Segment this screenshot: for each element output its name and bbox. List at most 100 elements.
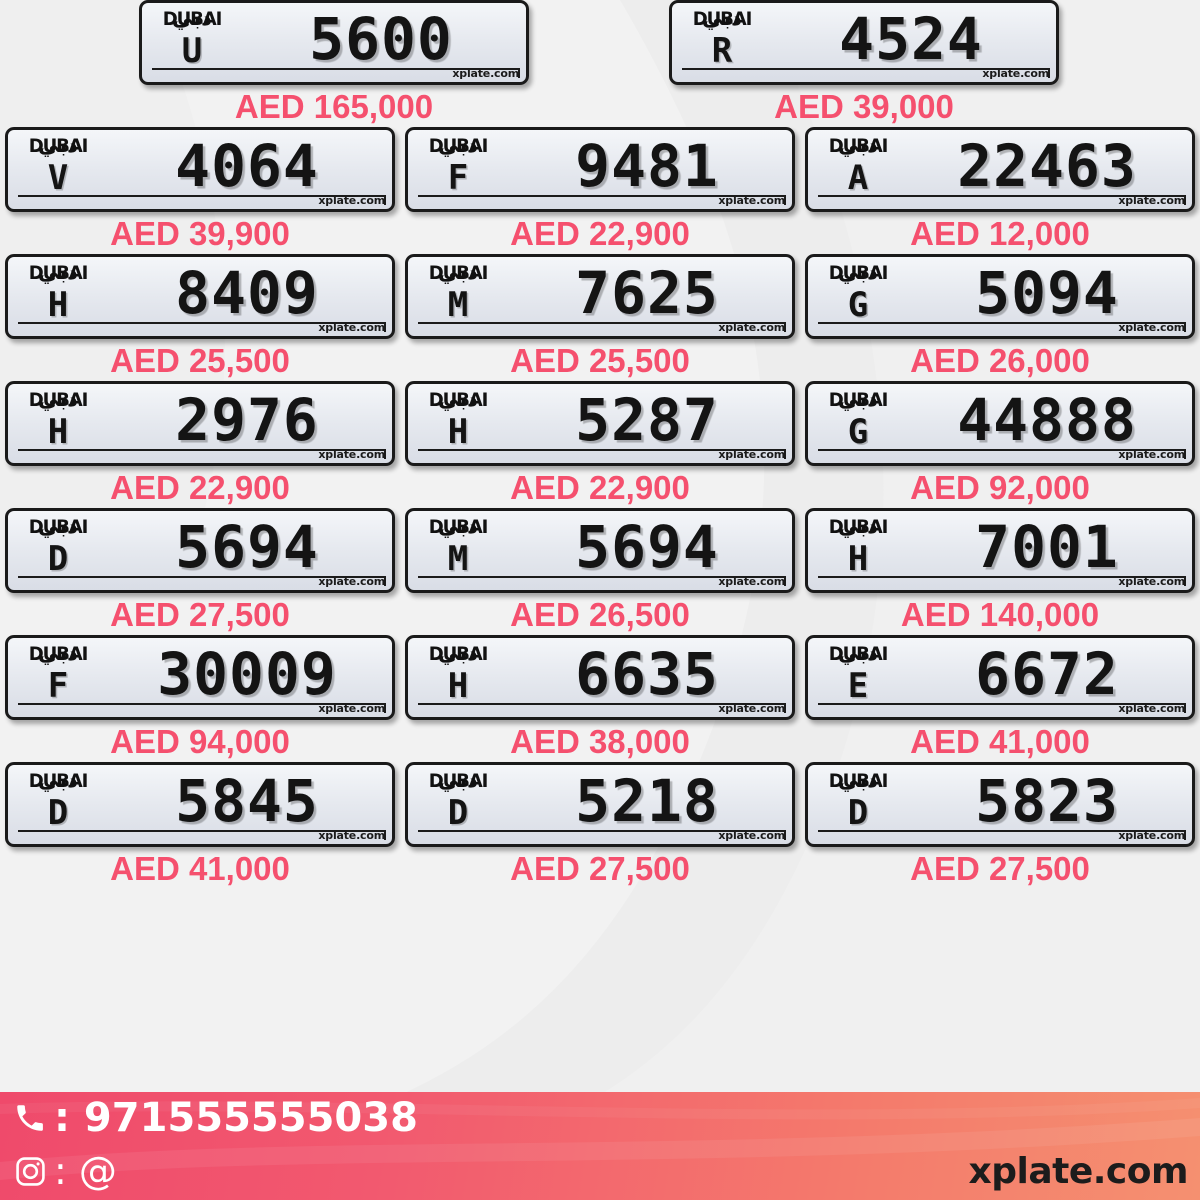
contact-footer: : 971555555038 : @ xplate.com [0,1092,1200,1200]
plate-cell[interactable]: DUBAI دبي H 7001 xplate.com AED 140,000 [800,508,1200,635]
licence-plate[interactable]: DUBAI دبي H 8409 xplate.com [5,254,395,339]
dubai-emblem-icon: DUBAI دبي [821,387,895,412]
instagram-icon [10,1149,50,1193]
plate-price: AED 22,900 [510,215,690,252]
plate-cell[interactable]: DUBAI دبي D 5694 xplate.com AED 27,500 [0,508,400,635]
licence-plate[interactable]: DUBAI دبي A 22463 xplate.com [805,127,1195,212]
plate-code: G [847,412,869,452]
licence-plate[interactable]: DUBAI دبي U 5600 xplate.com [139,0,529,85]
licence-plate[interactable]: DUBAI دبي D 5218 xplate.com [405,762,795,847]
dubai-emblem-icon: DUBAI دبي [421,768,495,793]
plate-watermark: xplate.com [318,575,385,588]
emblem-arabic-text: دبي [838,260,878,284]
plate-code: F [47,666,69,706]
plate-left-block: DUBAI دبي D [808,765,908,844]
instagram-contact[interactable]: : @ [10,1148,117,1194]
plate-cell[interactable]: DUBAI دبي G 44888 xplate.com AED 92,000 [800,381,1200,508]
plate-cell[interactable]: DUBAI دبي F 9481 xplate.com AED 22,900 [400,127,800,254]
licence-plate[interactable]: DUBAI دبي V 4064 xplate.com [5,127,395,212]
plate-cell[interactable]: DUBAI دبي D 5218 xplate.com AED 27,500 [400,762,800,889]
plate-cell[interactable]: DUBAI دبي H 2976 xplate.com AED 22,900 [0,381,400,508]
plate-cell[interactable]: DUBAI دبي F 30009 xplate.com AED 94,000 [0,635,400,762]
licence-plate[interactable]: DUBAI دبي D 5694 xplate.com [5,508,395,593]
dubai-emblem-icon: DUBAI دبي [21,514,95,539]
plate-left-block: DUBAI دبي G [808,384,908,463]
emblem-arabic-text: دبي [838,387,878,411]
plate-price: AED 25,500 [110,342,290,379]
licence-plate[interactable]: DUBAI دبي D 5845 xplate.com [5,762,395,847]
plate-price: AED 92,000 [910,469,1090,506]
plate-code: R [711,31,733,71]
licence-plate[interactable]: DUBAI دبي F 9481 xplate.com [405,127,795,212]
dubai-emblem-icon: DUBAI دبي [821,134,895,158]
licence-plate[interactable]: DUBAI دبي F 30009 xplate.com [5,635,395,720]
emblem-arabic-text: دبي [38,514,78,538]
plate-code: H [847,539,869,579]
licence-plate[interactable]: DUBAI دبي H 2976 xplate.com [5,381,395,466]
dubai-emblem-icon: DUBAI دبي [421,641,495,666]
plate-code: F [447,158,469,198]
dubai-emblem-icon: DUBAI دبي [421,387,495,412]
plate-cell[interactable]: DUBAI دبي H 8409 xplate.com AED 25,500 [0,254,400,381]
licence-plate[interactable]: DUBAI دبي G 44888 xplate.com [805,381,1195,466]
plate-price: AED 12,000 [910,215,1090,252]
plate-cell[interactable]: DUBAI دبي D 5845 xplate.com AED 41,000 [0,762,400,889]
plate-row: DUBAI دبي V 4064 xplate.com AED 39,900 D… [0,127,1200,254]
licence-plate[interactable]: DUBAI دبي H 5287 xplate.com [405,381,795,466]
plate-cell[interactable]: DUBAI دبي D 5823 xplate.com AED 27,500 [800,762,1200,889]
plate-watermark: xplate.com [318,321,385,334]
plate-watermark: xplate.com [1118,702,1185,715]
plate-cell[interactable]: DUBAI دبي E 6672 xplate.com AED 41,000 [800,635,1200,762]
plate-row: DUBAI دبي D 5845 xplate.com AED 41,000 D… [0,762,1200,889]
dubai-emblem-icon: DUBAI دبي [21,387,95,412]
emblem-arabic-text: دبي [438,387,478,411]
plate-code: U [181,31,203,71]
licence-plate[interactable]: DUBAI دبي H 7001 xplate.com [805,508,1195,593]
emblem-arabic-text: دبي [172,6,212,30]
plate-watermark: xplate.com [1118,194,1185,207]
licence-plate[interactable]: DUBAI دبي D 5823 xplate.com [805,762,1195,847]
emblem-arabic-text: دبي [438,641,478,665]
plate-cell[interactable]: DUBAI دبي M 7625 xplate.com AED 25,500 [400,254,800,381]
emblem-arabic-text: دبي [438,768,478,792]
plate-price: AED 22,900 [510,469,690,506]
plate-code: E [847,666,869,706]
plate-row: DUBAI دبي H 8409 xplate.com AED 25,500 D… [0,254,1200,381]
emblem-arabic-text: دبي [702,6,742,30]
plate-code: H [47,285,69,325]
plate-watermark: xplate.com [1118,575,1185,588]
emblem-arabic-text: دبي [838,768,878,792]
plate-cell[interactable]: DUBAI دبي V 4064 xplate.com AED 39,900 [0,127,400,254]
plate-price: AED 27,500 [110,596,290,633]
emblem-arabic-text: دبي [38,387,78,411]
phone-contact[interactable]: : 971555555038 [10,1095,418,1141]
licence-plate[interactable]: DUBAI دبي G 5094 xplate.com [805,254,1195,339]
licence-plate[interactable]: DUBAI دبي M 7625 xplate.com [405,254,795,339]
plate-cell[interactable]: DUBAI دبي M 5694 xplate.com AED 26,500 [400,508,800,635]
plate-cell[interactable]: DUBAI دبي H 6635 xplate.com AED 38,000 [400,635,800,762]
brand-logo[interactable]: xplate.com [968,1151,1188,1192]
plate-price: AED 25,500 [510,342,690,379]
plate-cell[interactable]: DUBAI دبي G 5094 xplate.com AED 26,000 [800,254,1200,381]
plate-cell[interactable]: DUBAI دبي H 5287 xplate.com AED 22,900 [400,381,800,508]
plate-cell[interactable]: DUBAI دبي A 22463 xplate.com AED 12,000 [800,127,1200,254]
plate-left-block: DUBAI دبي H [808,511,908,590]
plate-watermark: xplate.com [718,194,785,207]
plate-left-block: DUBAI دبي F [8,638,108,717]
licence-plate[interactable]: DUBAI دبي H 6635 xplate.com [405,635,795,720]
licence-plate[interactable]: DUBAI دبي M 5694 xplate.com [405,508,795,593]
plate-price: AED 38,000 [510,723,690,760]
plate-code: H [447,666,469,706]
plate-watermark: xplate.com [1118,829,1185,842]
licence-plate[interactable]: DUBAI دبي R 4524 xplate.com [669,0,1059,85]
plate-code: D [47,793,69,833]
dubai-emblem-icon: DUBAI دبي [821,260,895,285]
plate-row: DUBAI دبي U 5600 xplate.com AED 165,000 … [0,0,1200,127]
plate-cell[interactable]: DUBAI دبي R 4524 xplate.com AED 39,000 [666,0,1062,127]
licence-plate[interactable]: DUBAI دبي E 6672 xplate.com [805,635,1195,720]
dubai-emblem-icon: DUBAI دبي [21,261,95,285]
plate-price: AED 165,000 [234,88,434,125]
plate-cell[interactable]: DUBAI دبي U 5600 xplate.com AED 165,000 [136,0,532,127]
emblem-arabic-text: دبي [838,641,878,665]
plate-left-block: DUBAI دبي H [8,257,108,336]
